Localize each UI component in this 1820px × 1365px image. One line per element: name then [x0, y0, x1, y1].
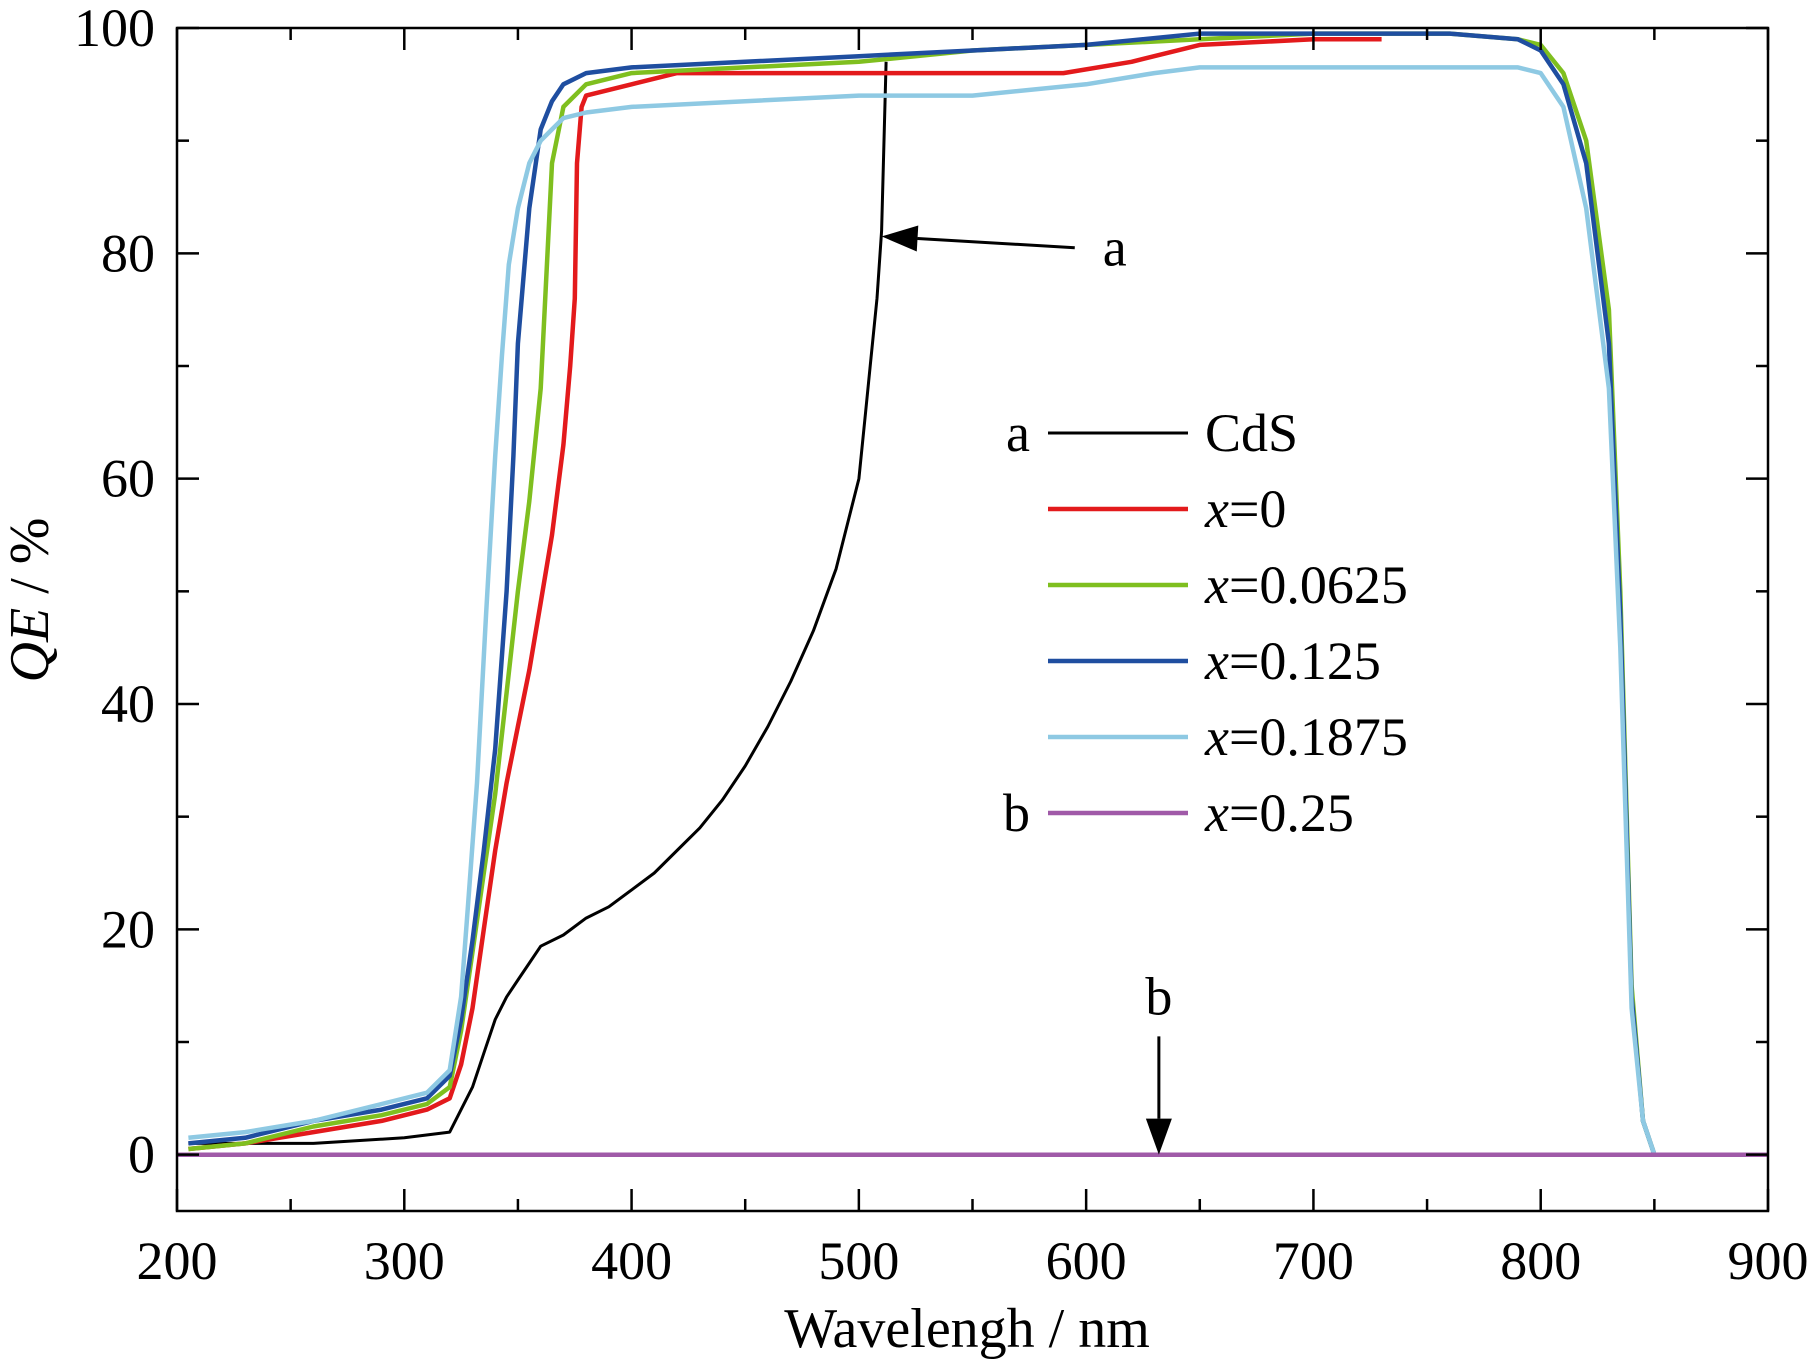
legend-label-value: =0.1875 [1229, 707, 1408, 767]
series-line-x0 [188, 37, 1382, 1152]
y-axis-title: QE / % [0, 518, 61, 683]
y-axis-title-unit: / % [0, 518, 61, 608]
legend-label-value: =0.25 [1229, 783, 1354, 843]
legend-label-variable: x [1204, 631, 1229, 691]
series-layer [177, 31, 1768, 1157]
legend-label-variable: x [1204, 707, 1229, 767]
annotation-label-a: a [1103, 218, 1127, 278]
legend-label-cds: CdS [1205, 403, 1298, 463]
series-line-cds [188, 61, 888, 1145]
x-tick-label: 800 [1500, 1231, 1581, 1291]
annotation-layer: ab [881, 218, 1172, 1155]
legend-label-x0: x=0 [1204, 479, 1286, 539]
legend-marker-a: a [1006, 403, 1030, 463]
y-tick-label: 40 [101, 674, 155, 734]
x-tick-label: 900 [1728, 1231, 1809, 1291]
annotation-arrow-head [1145, 1118, 1172, 1155]
legend-label-variable: x [1204, 479, 1229, 539]
legend-label-variable: x [1204, 783, 1229, 843]
x-tick-label: 700 [1273, 1231, 1354, 1291]
x-tick-label: 600 [1046, 1231, 1127, 1291]
legend-label-variable: x [1204, 555, 1229, 615]
legend-label-value: =0.0625 [1229, 555, 1408, 615]
legend-label-value: =0.125 [1229, 631, 1381, 691]
annotation-arrow-shaft [917, 237, 1075, 250]
y-tick-label: 100 [74, 0, 155, 58]
legend-label-x0625: x=0.0625 [1204, 555, 1408, 615]
x-tick-label: 500 [818, 1231, 899, 1291]
y-tick-label: 20 [101, 899, 155, 959]
annotation-arrow-head [881, 225, 919, 252]
x-axis-title: Wavelengh / nm [784, 1298, 1150, 1360]
series-line-x125 [188, 31, 1678, 1157]
y-axis-title-italic: QE [0, 608, 61, 683]
y-tick-label: 60 [101, 449, 155, 509]
legend-label-x25: x=0.25 [1204, 783, 1354, 843]
legend-label-x1875: x=0.1875 [1204, 707, 1408, 767]
annotation-label-b: b [1145, 966, 1172, 1026]
legend-label-value: =0 [1229, 479, 1286, 539]
series-line-x0625 [188, 31, 1678, 1157]
axes-layer: 200 300 400 500 600 700 800 900 0 20 40 60 80 100 [74, 0, 1809, 1291]
plot-frame [175, 26, 1770, 1213]
x-tick-label: 300 [364, 1231, 445, 1291]
series-line-x1875 [188, 65, 1768, 1157]
legend-marker-b: b [1003, 783, 1030, 843]
legend-label-x125: x=0.125 [1204, 631, 1381, 691]
y-tick-label: 0 [128, 1125, 155, 1185]
x-tick-label: 200 [137, 1231, 218, 1291]
y-tick-label: 80 [101, 223, 155, 283]
x-tick-label: 400 [591, 1231, 672, 1291]
